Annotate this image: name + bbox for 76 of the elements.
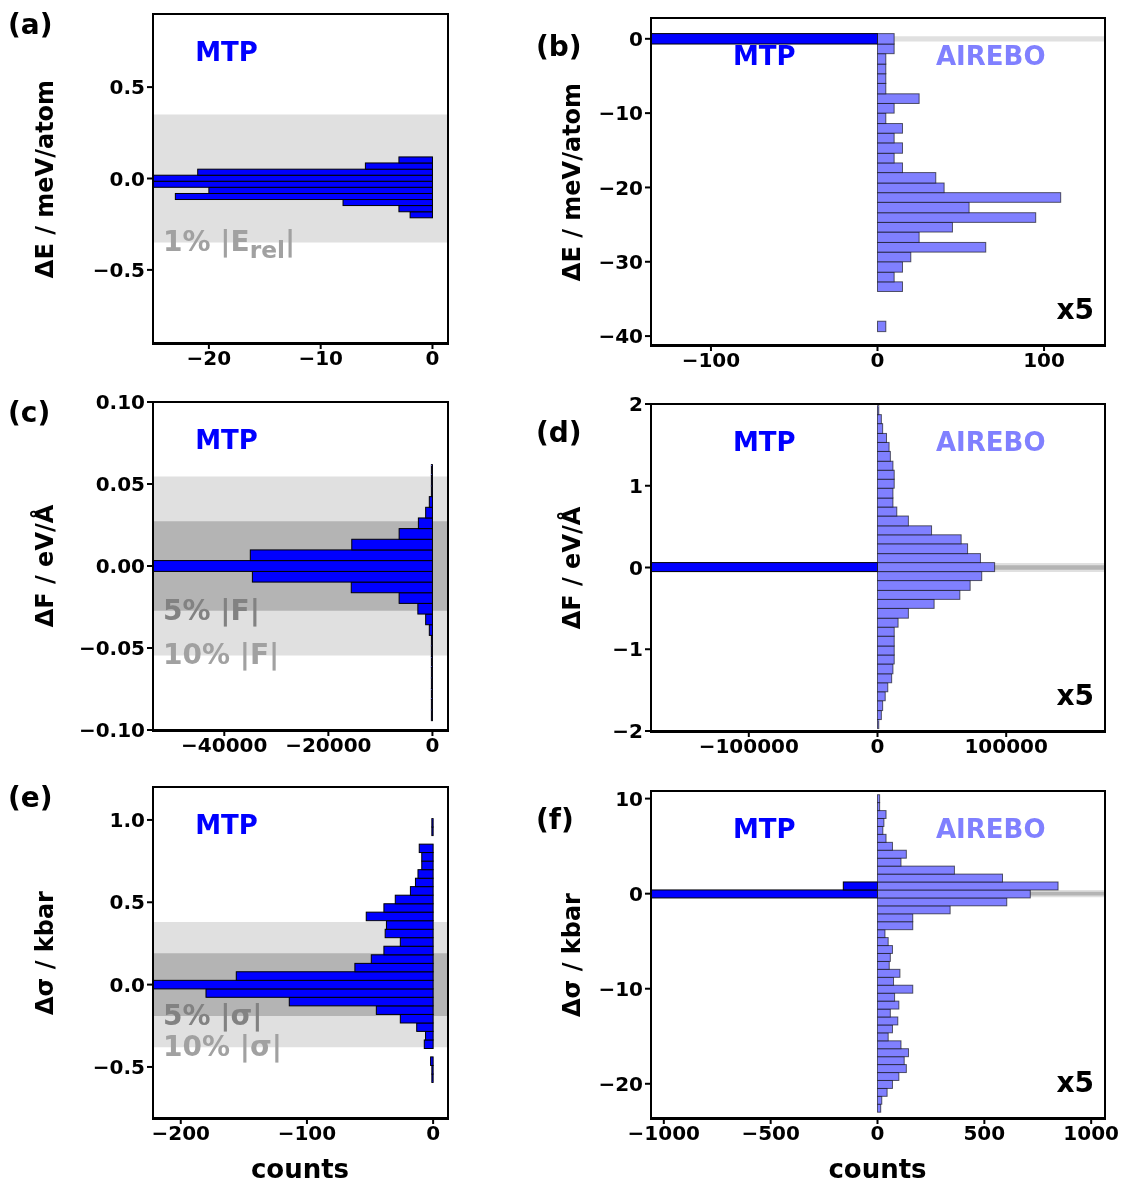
y-tick-label: 0.0 <box>109 972 145 997</box>
y-tick-label: −0.5 <box>92 257 145 282</box>
series-label: AIREBO <box>935 813 1047 844</box>
x-tick-label: −10 <box>298 346 343 371</box>
y-axis-title: Δσ / kbar <box>31 890 59 1015</box>
y-tick-label: −0.5 <box>92 1055 145 1080</box>
band-label: 5% |F| <box>163 593 260 628</box>
series-label: MTP <box>731 813 797 844</box>
y-tick-label: 1.0 <box>109 808 145 833</box>
x-tick-label: −20000 <box>285 733 372 758</box>
x-tick-label: −1000 <box>627 1121 701 1146</box>
y-tick-label: −10 <box>598 976 643 1001</box>
text: (f) <box>536 803 574 836</box>
x-tick-label: 100 <box>1023 348 1065 373</box>
y-tick-label: 10 <box>615 786 643 811</box>
x-tick-label: −100 <box>277 1121 337 1146</box>
x-tick-label: 0 <box>870 734 885 759</box>
y-axis-title: ΔE / meV/atom <box>31 79 59 278</box>
y-tick-label: −1 <box>612 637 643 662</box>
y-axis-title: ΔF / eV/Å <box>558 506 586 629</box>
x-tick-label: −100000 <box>698 734 799 759</box>
text: MTP <box>194 424 259 455</box>
y-tick-label: 1 <box>629 473 643 498</box>
y-tick-label: 0.00 <box>95 554 145 579</box>
y-tick-label: −40 <box>598 324 643 349</box>
y-tick-label: 0 <box>629 26 643 51</box>
series-label: AIREBO <box>935 426 1047 457</box>
y-tick-label: 2 <box>629 392 643 417</box>
band-label: 5% |σ| <box>163 998 263 1033</box>
text: MTP <box>194 810 259 841</box>
x-tick-label: −100 <box>681 348 741 373</box>
x-tick-label: −200 <box>151 1121 211 1146</box>
x-tick-label: −500 <box>741 1121 800 1146</box>
y-tick-label: 0.05 <box>95 472 145 497</box>
y-axis-title: ΔF / eV/Å <box>31 504 59 628</box>
text: (d) <box>536 416 582 449</box>
x-tick-label: 500 <box>963 1121 1006 1146</box>
y-tick-label: 0 <box>629 881 643 906</box>
y-tick-label: −0.10 <box>78 718 145 743</box>
series-label: MTP <box>731 40 797 71</box>
series-label: AIREBO <box>935 40 1047 71</box>
y-tick-label: −10 <box>598 101 643 126</box>
y-tick-label: 0.10 <box>95 390 145 415</box>
x-tick-label: −40000 <box>181 733 268 758</box>
chart-title: (a) <box>8 8 53 41</box>
y-tick-label: −20 <box>598 175 643 200</box>
x-tick-label: 100000 <box>964 734 1048 759</box>
y-tick-label: −0.05 <box>78 636 145 661</box>
chart-title: (c) <box>8 396 51 429</box>
annotation: x5 <box>1056 1066 1094 1099</box>
x-tick-label: 0 <box>870 1121 885 1146</box>
y-tick-label: 0.0 <box>109 166 145 191</box>
x-tick-label: 1000 <box>1063 1121 1120 1146</box>
text: MTP <box>731 426 797 457</box>
annotation: x5 <box>1056 293 1094 326</box>
chart-title: (e) <box>8 781 53 814</box>
x-axis-title: counts <box>828 1154 927 1184</box>
x-axis-title: counts <box>250 1154 350 1184</box>
x-tick-label: 0 <box>870 348 885 373</box>
y-tick-label: 0.5 <box>109 75 145 100</box>
text: MTP <box>194 37 259 68</box>
text: (b) <box>536 30 582 63</box>
y-tick-label: −20 <box>598 1071 643 1096</box>
y-tick-label: 0.5 <box>109 890 145 915</box>
annotation: x5 <box>1056 679 1094 712</box>
x-tick-label: 0 <box>426 1121 441 1146</box>
band-label: 1% |E$_{rel}$| <box>163 225 296 267</box>
x-tick-label: 0 <box>425 733 440 758</box>
y-axis-title: Δσ / kbar <box>558 892 586 1017</box>
band-label: 10% |F| <box>163 638 280 673</box>
y-tick-label: −30 <box>598 249 643 274</box>
y-axis-title: ΔE / meV/atom <box>558 82 586 281</box>
y-tick-label: −2 <box>612 719 643 744</box>
x-tick-label: −20 <box>186 346 232 371</box>
x-tick-label: 0 <box>425 346 440 371</box>
y-tick-label: 0 <box>629 555 643 580</box>
